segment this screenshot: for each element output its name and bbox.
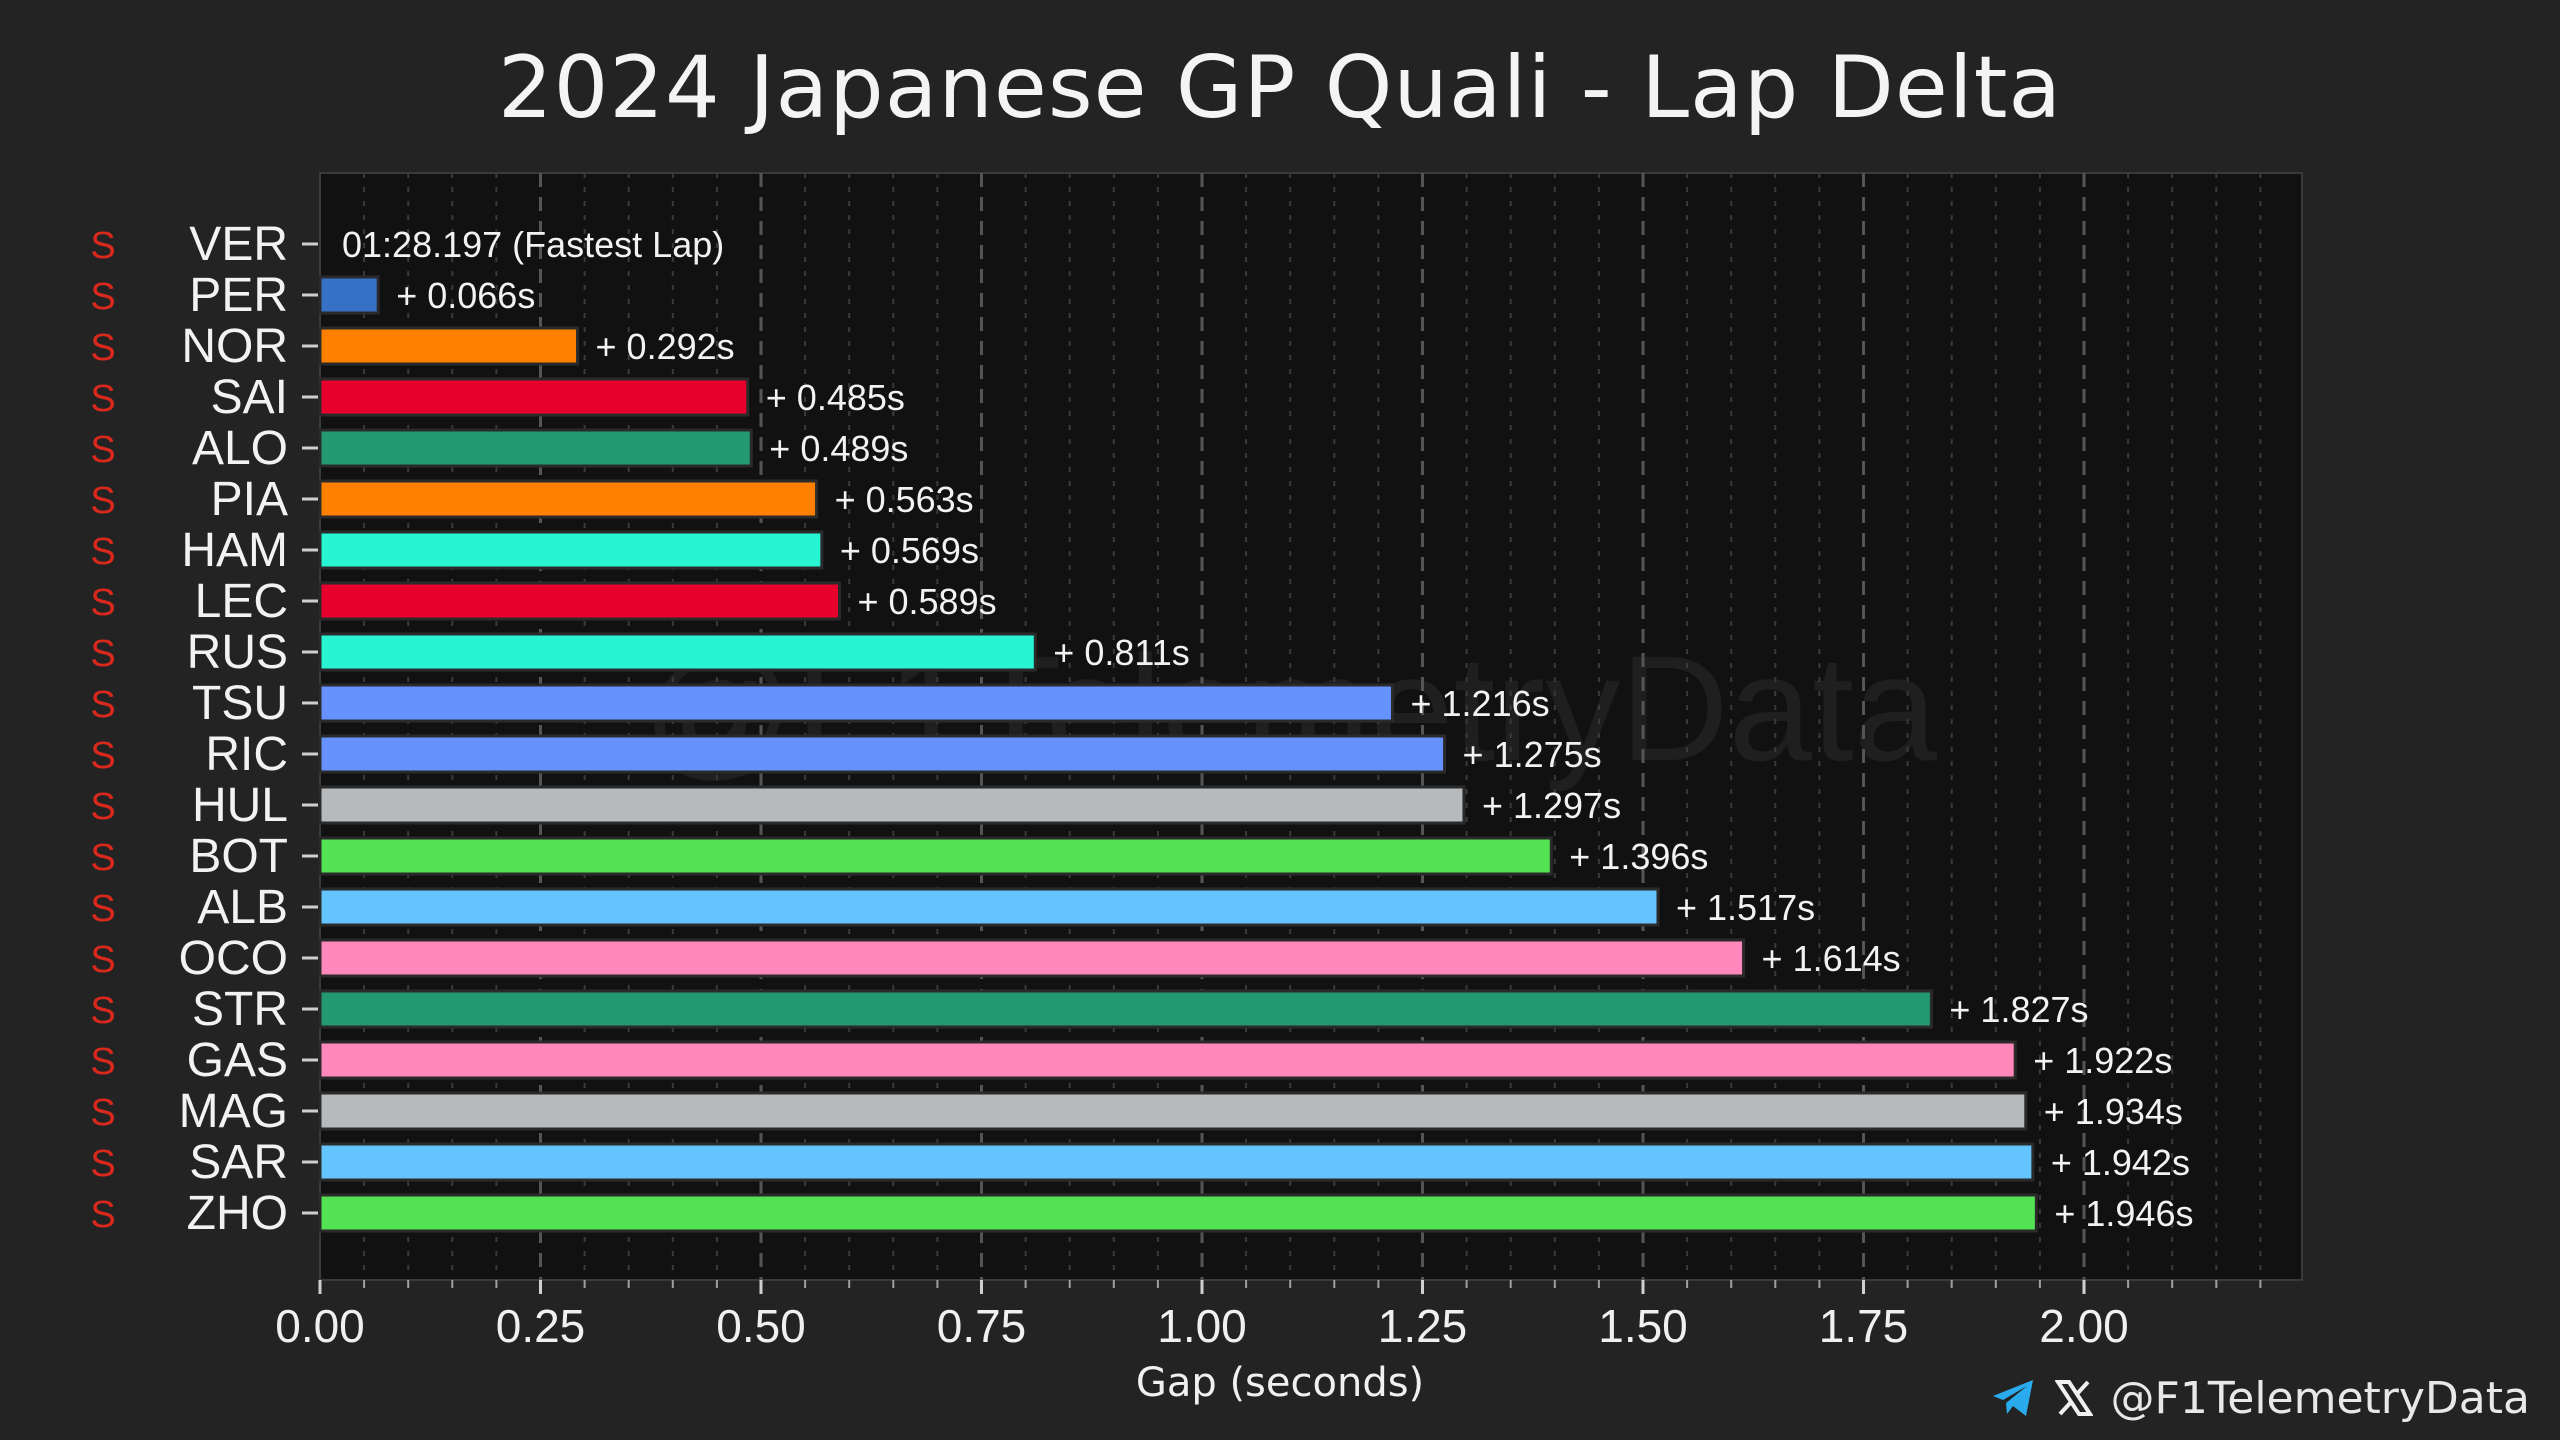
bar[interactable] (318, 1142, 2035, 1182)
telegram-icon[interactable] (1991, 1378, 2037, 1418)
tyre-compound-label: S (90, 684, 115, 726)
bar[interactable] (318, 326, 580, 366)
driver-label: VER (189, 218, 288, 271)
driver-label: LEC (195, 575, 288, 628)
driver-label: NOR (181, 320, 288, 373)
tyre-compound-label: S (90, 582, 115, 624)
driver-label: PER (189, 269, 288, 322)
driver-label: ALO (192, 422, 288, 475)
x-tick-label: 0.50 (716, 1300, 806, 1352)
bar-data-label: + 1.396s (1569, 836, 1708, 877)
bar-data-label: + 1.275s (1463, 734, 1602, 775)
tyre-compound-label: S (90, 1041, 115, 1083)
tyre-compound-label: S (90, 633, 115, 675)
bar-data-label: + 1.946s (2054, 1193, 2193, 1234)
driver-label: HAM (181, 524, 288, 577)
tyre-compound-label: S (90, 888, 115, 930)
bar[interactable] (318, 1040, 2017, 1080)
x-tick-label: 1.25 (1378, 1300, 1468, 1352)
driver-label: OCO (179, 932, 288, 985)
tyre-compound-label: S (90, 1194, 115, 1236)
bar[interactable] (318, 1193, 2038, 1233)
bar[interactable] (318, 734, 1447, 774)
bar[interactable] (318, 428, 753, 468)
x-tick-label: 1.75 (1819, 1300, 1909, 1352)
tyre-compound-label: S (90, 531, 115, 573)
bar-data-label: + 1.827s (1949, 989, 2088, 1030)
bar-data-label: + 1.922s (2033, 1040, 2172, 1081)
bar-data-label: + 1.517s (1676, 887, 1815, 928)
bar[interactable] (318, 989, 1933, 1029)
driver-label: RUS (187, 626, 288, 679)
x-axis-label: Gap (seconds) (1135, 1360, 1425, 1406)
driver-label: ZHO (187, 1187, 288, 1240)
bar-data-label: + 0.066s (396, 275, 535, 316)
bar[interactable] (318, 1091, 2028, 1131)
x-tick-label: 2.00 (2039, 1300, 2129, 1352)
driver-label: BOT (189, 830, 288, 883)
tyre-compound-label: S (90, 276, 115, 318)
x-icon[interactable] (2054, 1379, 2093, 1417)
tyre-compound-label: S (90, 1092, 115, 1134)
tyre-compound-label: S (90, 225, 115, 267)
footer-handle: @F1TelemetryData (2110, 1372, 2530, 1424)
bar[interactable] (318, 683, 1395, 723)
bar-data-label: + 0.489s (769, 428, 908, 469)
x-tick-label: 0.25 (496, 1300, 586, 1352)
driver-label: ALB (197, 881, 288, 934)
bar[interactable] (318, 479, 819, 519)
bar-data-label: + 1.942s (2051, 1142, 2190, 1183)
driver-label: PIA (211, 473, 288, 526)
bar[interactable] (318, 377, 750, 417)
bar-data-label: 01:28.197 (Fastest Lap) (342, 224, 724, 265)
footer: @F1TelemetryData (1991, 1368, 2530, 1428)
bar[interactable] (318, 581, 841, 621)
x-tick-label: 1.50 (1598, 1300, 1688, 1352)
tyre-compound-label: S (90, 327, 115, 369)
driver-label: STR (192, 983, 288, 1036)
bar[interactable] (318, 632, 1037, 672)
x-tick-label: 0.75 (937, 1300, 1027, 1352)
bar-data-label: + 0.569s (840, 530, 979, 571)
bar-data-label: + 1.614s (1762, 938, 1901, 979)
bar[interactable] (318, 275, 380, 315)
driver-label: HUL (192, 779, 288, 832)
chart-title: 2024 Japanese GP Quali - Lap Delta (497, 38, 2063, 138)
bar-data-label: + 0.292s (596, 326, 735, 367)
bar[interactable] (318, 785, 1466, 825)
driver-label: SAI (211, 371, 288, 424)
driver-label: TSU (192, 677, 288, 730)
driver-label: RIC (205, 728, 288, 781)
tyre-compound-label: S (90, 990, 115, 1032)
bar[interactable] (318, 887, 1660, 927)
tyre-compound-label: S (90, 939, 115, 981)
tyre-compound-label: S (90, 786, 115, 828)
driver-label: SAR (189, 1136, 288, 1189)
bar[interactable] (318, 530, 824, 570)
tyre-compound-label: S (90, 378, 115, 420)
tyre-compound-label: S (90, 1143, 115, 1185)
tyre-compound-label: S (90, 735, 115, 777)
bar-data-label: + 0.563s (835, 479, 974, 520)
bar[interactable] (318, 938, 1746, 978)
bar-data-label: + 1.934s (2044, 1091, 2183, 1132)
bar-data-label: + 1.297s (1482, 785, 1621, 826)
bar-data-label: + 0.589s (857, 581, 996, 622)
x-tick-label: 1.00 (1157, 1300, 1247, 1352)
bar-data-label: + 1.216s (1411, 683, 1550, 724)
tyre-compound-label: S (90, 480, 115, 522)
tyre-compound-label: S (90, 429, 115, 471)
bar-data-label: + 0.811s (1053, 632, 1189, 673)
driver-label: MAG (179, 1085, 288, 1138)
bar-data-label: + 0.485s (766, 377, 905, 418)
tyre-compound-label: S (90, 837, 115, 879)
x-tick-label: 0.00 (275, 1300, 365, 1352)
bar[interactable] (318, 836, 1553, 876)
driver-label: GAS (187, 1034, 288, 1087)
